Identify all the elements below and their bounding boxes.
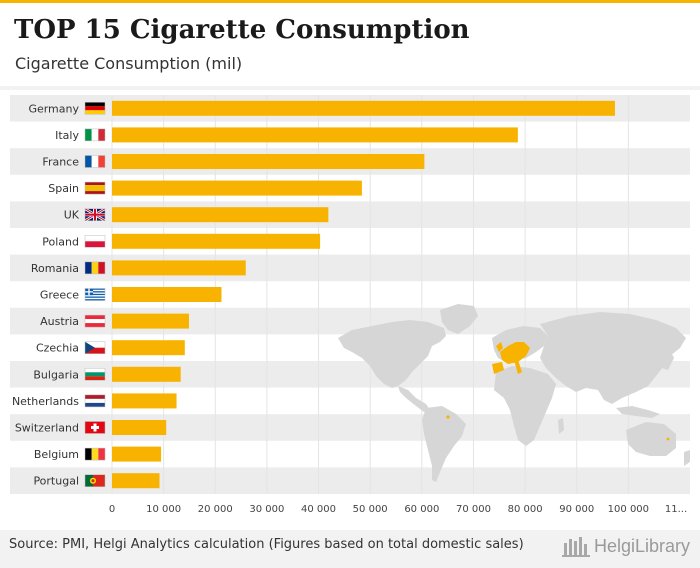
- x-tick-label: 0: [109, 504, 115, 515]
- map-highlight-uk: [496, 342, 503, 352]
- category-label: Czechia: [36, 342, 79, 355]
- category-label: Switzerland: [15, 422, 79, 435]
- map-greenland: [440, 304, 478, 334]
- map-africa: [494, 366, 556, 446]
- map-highlight-iberia: [492, 362, 504, 374]
- x-tick-label: 11...: [665, 504, 687, 515]
- bar-poland: [112, 233, 321, 249]
- map-madagascar: [558, 418, 564, 434]
- x-tick-label: 80 000: [508, 504, 543, 515]
- bar-austria: [112, 313, 189, 329]
- x-tick-label: 40 000: [301, 504, 336, 515]
- category-label: Greece: [40, 289, 79, 302]
- belgium-flag: [84, 447, 106, 461]
- bar-romania: [112, 260, 246, 276]
- source-note: Source: PMI, Helgi Analytics calculation…: [9, 537, 524, 552]
- bar-germany: [112, 100, 615, 116]
- category-label: Spain: [48, 182, 79, 195]
- chart-panel: Germany Italy France Spain UK Poland Romania Gr…: [0, 90, 700, 530]
- czechia-flag: [84, 341, 106, 354]
- portugal-flag: [84, 474, 106, 487]
- category-label: France: [42, 156, 79, 169]
- italy-flag: [84, 128, 106, 142]
- bars: [112, 100, 615, 489]
- bar-belgium: [112, 446, 162, 462]
- map-central-america: [398, 386, 430, 412]
- france-flag: [84, 155, 106, 168]
- poland-flag: [84, 235, 106, 248]
- bar-italy: [112, 127, 518, 143]
- germany-flag: [84, 102, 106, 115]
- x-tick-label: 100 000: [608, 504, 649, 515]
- x-tick-label: 60 000: [404, 504, 439, 515]
- x-tick-label: 50 000: [353, 504, 388, 515]
- category-label: UK: [64, 209, 80, 222]
- category-label: Romania: [31, 262, 79, 275]
- category-label: Netherlands: [12, 395, 79, 408]
- bar-portugal: [112, 473, 160, 489]
- greece-flag: [84, 288, 106, 301]
- map-japan: [662, 350, 674, 370]
- category-label: Bulgaria: [33, 368, 79, 381]
- bar-greece: [112, 287, 222, 302]
- map-new-zealand: [684, 450, 690, 466]
- x-tick-label: 70 000: [456, 504, 491, 515]
- map-highlight-dot: [446, 415, 450, 419]
- x-tick-label: 20 000: [198, 504, 233, 515]
- top-accent-stripe: [0, 0, 700, 3]
- x-tick-label: 30 000: [249, 504, 284, 515]
- austria-flag: [84, 314, 106, 328]
- category-label: Italy: [55, 129, 79, 142]
- bar-chart: Germany Italy France Spain UK Poland Romania Gr…: [10, 95, 690, 515]
- map-highlight-europe: [500, 342, 530, 364]
- spain-flag: [84, 181, 106, 195]
- bar-france: [112, 154, 425, 169]
- x-tick-label: 90 000: [559, 504, 594, 515]
- x-axis: 0 10 000 20 000 30 000 40 000 50 000 60 000 70 …: [109, 504, 687, 515]
- map-south-america: [422, 406, 466, 482]
- bar-netherlands: [112, 393, 177, 409]
- x-tick-label: 10 000: [146, 504, 181, 515]
- library-icon: [561, 537, 590, 557]
- bar-spain: [112, 180, 362, 196]
- bar-bulgaria: [112, 366, 181, 382]
- bulgaria-flag: [84, 368, 106, 381]
- category-label: Poland: [42, 235, 79, 248]
- flags: [84, 102, 106, 487]
- switzerland-flag: [84, 421, 106, 434]
- map-indonesia: [616, 406, 660, 418]
- bar-czechia: [112, 340, 185, 356]
- romania-flag: [84, 261, 106, 275]
- chart-header: TOP 15 Cigarette Consumption Cigarette C…: [0, 3, 700, 86]
- map-asia: [540, 312, 686, 404]
- category-label: Germany: [28, 102, 79, 115]
- brand-logo[interactable]: HelgiLibrary: [561, 534, 690, 558]
- map-australia: [626, 422, 676, 456]
- bar-uk: [112, 207, 329, 223]
- map-highlight-dot: [666, 437, 670, 441]
- map-north-america: [338, 320, 446, 388]
- uk-flag: [84, 207, 106, 222]
- map-highlight-italy: [514, 360, 522, 374]
- category-label: Belgium: [34, 448, 79, 461]
- chart-footer: Source: PMI, Helgi Analytics calculation…: [0, 530, 700, 568]
- category-labels: Germany Italy France Spain UK Poland Romania Gr…: [12, 102, 80, 487]
- category-label: Austria: [40, 315, 79, 328]
- brand-name: HelgiLibrary: [593, 535, 690, 556]
- chart-subtitle: Cigarette Consumption (mil): [15, 54, 243, 73]
- chart-title: TOP 15 Cigarette Consumption: [14, 15, 470, 45]
- bar-switzerland: [112, 420, 167, 435]
- netherlands-flag: [84, 394, 106, 408]
- category-label: Portugal: [33, 475, 79, 488]
- world-map: [338, 304, 690, 482]
